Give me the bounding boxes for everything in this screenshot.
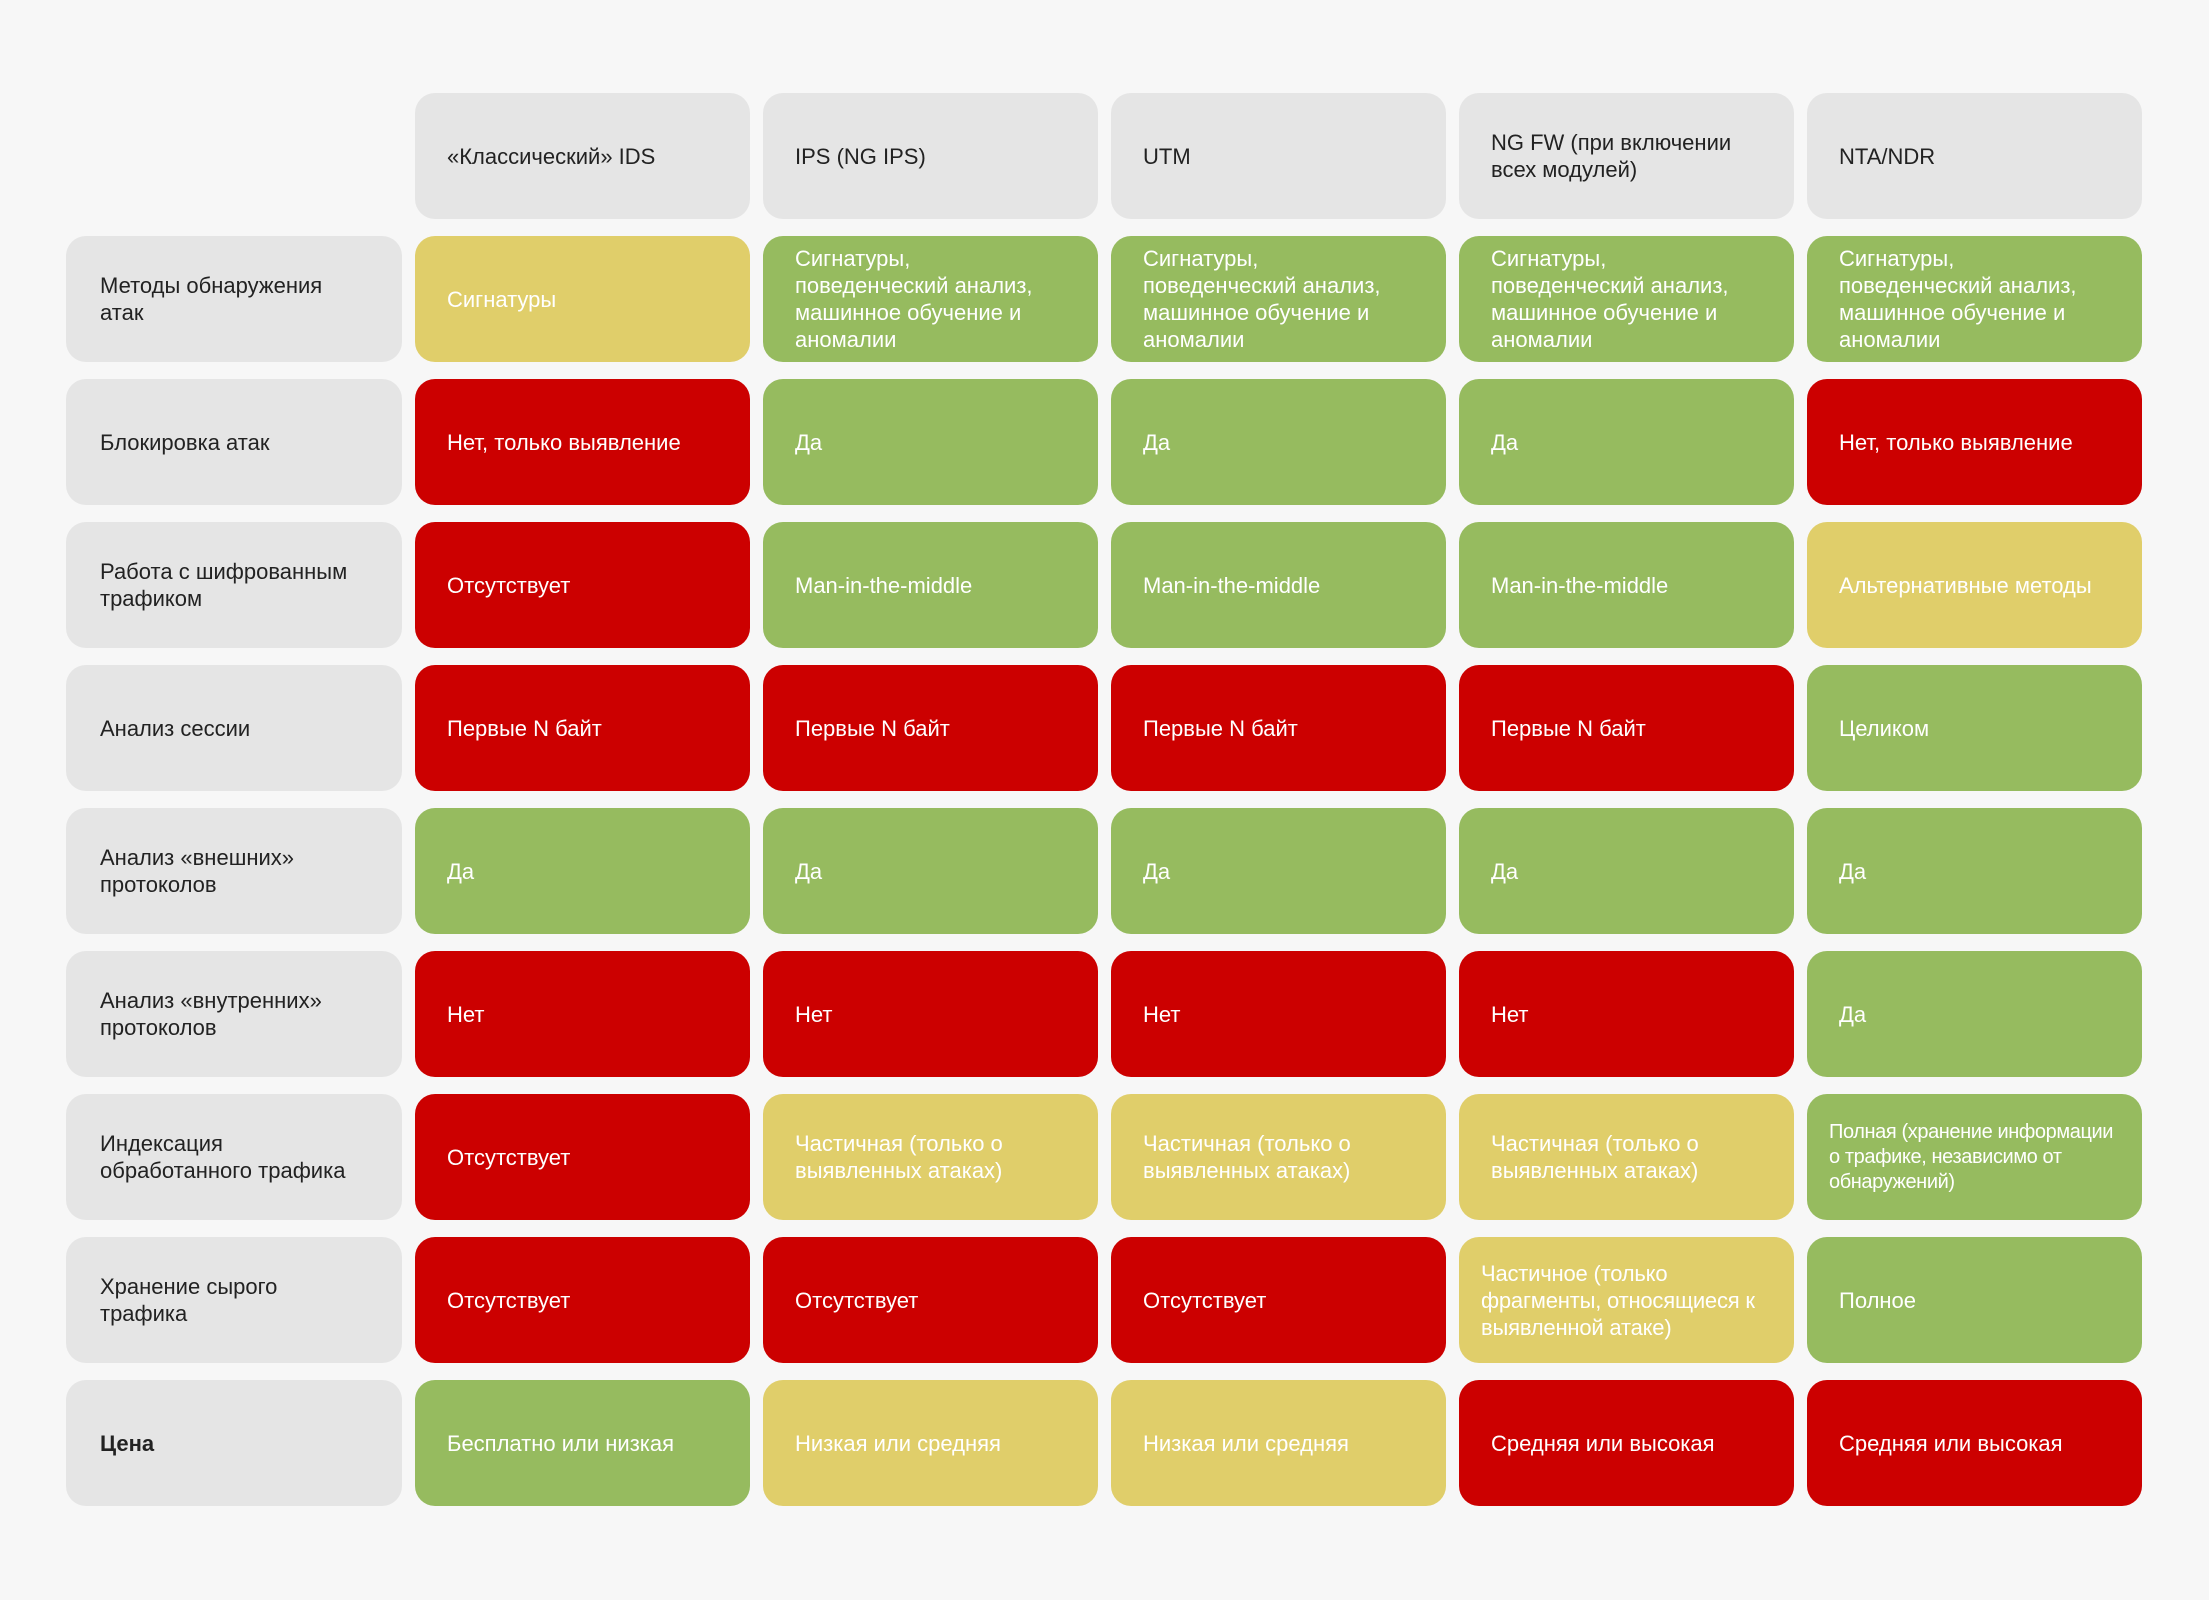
table-cell: Man-in-the-middle [1111, 522, 1446, 648]
row-header-session-analysis: Анализ сессии [66, 665, 402, 791]
table-cell: Низкая или средняя [1111, 1380, 1446, 1506]
table-cell: Низкая или средняя [763, 1380, 1098, 1506]
table-cell: Частичная (только о выявленных атаках) [1459, 1094, 1794, 1220]
table-cell: Нет, только выявление [415, 379, 750, 505]
table-cell: Да [1807, 951, 2142, 1077]
table-cell: Да [1807, 808, 2142, 934]
row-header-traffic-indexing: Индексация обработанного трафика [66, 1094, 402, 1220]
table-cell: Да [1111, 379, 1446, 505]
table-cell: Сигнатуры [415, 236, 750, 362]
comparison-table: «Классический» IDS IPS (NG IPS) UTM NG F… [66, 93, 2142, 1506]
table-cell: Отсутствует [415, 1237, 750, 1363]
column-header-ids: «Классический» IDS [415, 93, 750, 219]
table-cell: Man-in-the-middle [1459, 522, 1794, 648]
table-cell: Сигнатуры, поведенческий анализ, машинно… [1807, 236, 2142, 362]
table-corner [66, 93, 402, 219]
table-cell: Первые N байт [1111, 665, 1446, 791]
column-header-ips: IPS (NG IPS) [763, 93, 1098, 219]
table-cell: Да [763, 808, 1098, 934]
row-header-external-protocols: Анализ «внешних» протоколов [66, 808, 402, 934]
table-cell: Первые N байт [415, 665, 750, 791]
table-cell: Частичная (только о выявленных атаках) [763, 1094, 1098, 1220]
table-cell: Отсутствует [415, 522, 750, 648]
table-cell: Первые N байт [763, 665, 1098, 791]
table-cell: Сигнатуры, поведенческий анализ, машинно… [763, 236, 1098, 362]
table-cell: Нет [415, 951, 750, 1077]
table-cell: Да [1459, 379, 1794, 505]
table-cell: Нет [1111, 951, 1446, 1077]
table-cell: Отсутствует [1111, 1237, 1446, 1363]
table-cell: Бесплатно или низкая [415, 1380, 750, 1506]
table-cell: Да [763, 379, 1098, 505]
table-cell: Нет [763, 951, 1098, 1077]
table-cell: Альтернативные методы [1807, 522, 2142, 648]
row-header-encrypted-traffic: Работа с шифрованным трафиком [66, 522, 402, 648]
column-header-utm: UTM [1111, 93, 1446, 219]
table-cell: Средняя или высокая [1807, 1380, 2142, 1506]
column-header-ngfw: NG FW (при включении всех модулей) [1459, 93, 1794, 219]
table-cell: Да [415, 808, 750, 934]
row-header-raw-traffic-storage: Хранение сырого трафика [66, 1237, 402, 1363]
table-cell: Man-in-the-middle [763, 522, 1098, 648]
column-header-nta-ndr: NTA/NDR [1807, 93, 2142, 219]
table-cell: Отсутствует [415, 1094, 750, 1220]
table-cell: Да [1459, 808, 1794, 934]
table-cell: Да [1111, 808, 1446, 934]
table-cell: Частичная (только о выявленных атаках) [1111, 1094, 1446, 1220]
row-header-internal-protocols: Анализ «внутренних» протоколов [66, 951, 402, 1077]
table-cell: Нет, только выявление [1807, 379, 2142, 505]
row-header-detection-methods: Методы обнаружения атак [66, 236, 402, 362]
table-cell: Полная (хранение информации о трафике, н… [1807, 1094, 2142, 1220]
table-cell: Средняя или высокая [1459, 1380, 1794, 1506]
table-cell: Целиком [1807, 665, 2142, 791]
table-cell: Нет [1459, 951, 1794, 1077]
table-cell: Частичное (только фрагменты, относящиеся… [1459, 1237, 1794, 1363]
table-cell: Сигнатуры, поведенческий анализ, машинно… [1111, 236, 1446, 362]
table-cell: Отсутствует [763, 1237, 1098, 1363]
table-cell: Полное [1807, 1237, 2142, 1363]
row-header-price: Цена [66, 1380, 402, 1506]
table-cell: Сигнатуры, поведенческий анализ, машинно… [1459, 236, 1794, 362]
table-cell: Первые N байт [1459, 665, 1794, 791]
row-header-attack-blocking: Блокировка атак [66, 379, 402, 505]
